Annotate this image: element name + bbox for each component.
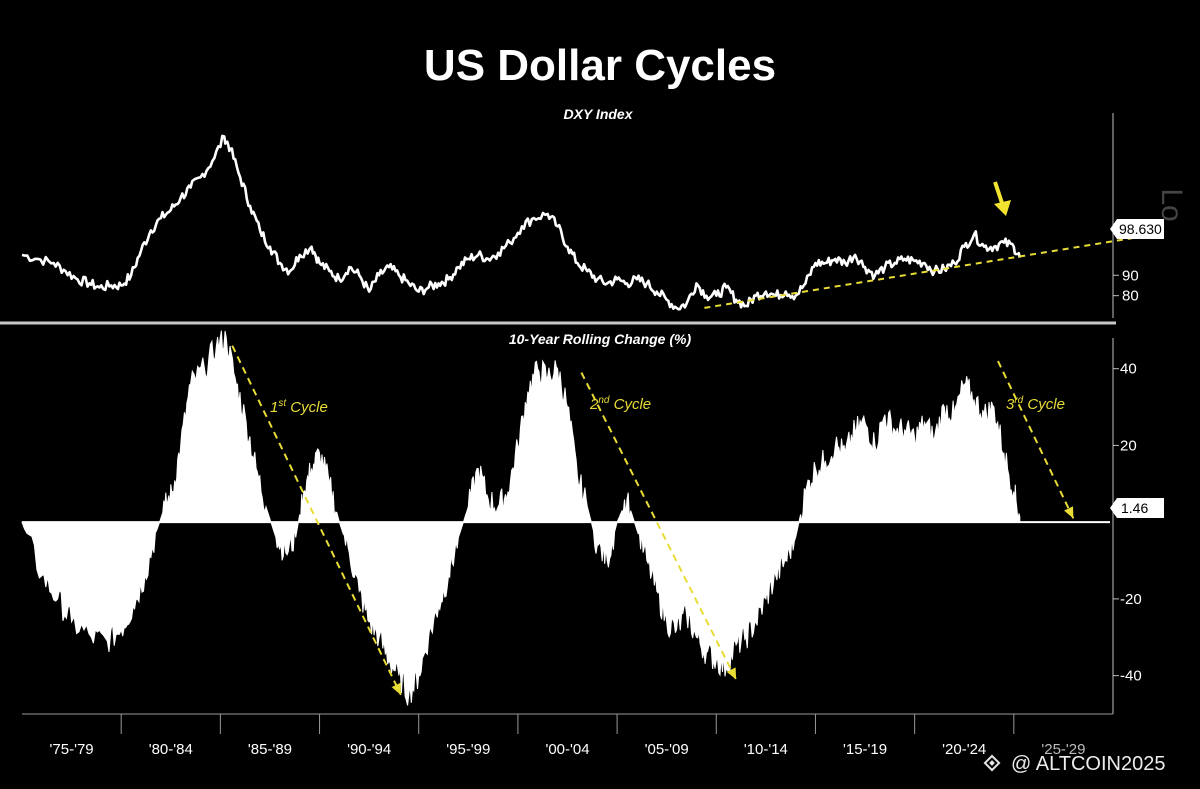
rolling-last-value-marker: 1.46 <box>1110 498 1164 518</box>
rolling-change-panel: 40 20 -20 -40 1st Cycle 2nd Cycle 3rd Cycle… <box>21 330 1164 714</box>
x-axis-label: '15-'19 <box>843 741 887 758</box>
rolling-change-title: 10-Year Rolling Change (%) <box>509 331 692 347</box>
cycle-label-1: 1st Cycle <box>270 398 328 416</box>
rolling-change-area <box>21 330 1021 706</box>
x-axis-label: '90-'94 <box>347 741 391 758</box>
dxy-last-value-marker: 98.630 <box>1110 219 1164 239</box>
x-axis-label: '00-'04 <box>545 741 589 758</box>
x-axis-label: '95-'99 <box>446 741 490 758</box>
x-axis-label: '05-'09 <box>645 741 689 758</box>
x-axis-label: '75-'79 <box>50 741 94 758</box>
rolling-y-tick-label: 40 <box>1120 361 1137 378</box>
watermark-text: @ ALTCOIN2025 <box>1011 753 1165 775</box>
cycle-label-2-sup: nd <box>598 395 610 406</box>
cycle-label-2: 2nd Cycle <box>589 395 651 413</box>
binance-logo-icon <box>983 754 1001 772</box>
watermark: @ ALTCOIN2025 <box>983 753 1165 775</box>
cycle-arrowhead-2 <box>726 667 737 680</box>
chart-title: US Dollar Cycles <box>424 41 776 90</box>
dxy-line <box>21 134 1022 311</box>
cycle-arrowhead-3 <box>1064 506 1074 519</box>
cycle-label-3: 3rd Cycle <box>1006 395 1065 413</box>
cycle-label-1-sup: st <box>278 398 287 409</box>
dxy-last-value-box <box>1110 219 1164 239</box>
cycle-label-2-text: Cycle <box>609 396 651 413</box>
x-axis-label: '80-'84 <box>149 741 193 758</box>
down-arrow-shaft <box>993 181 1004 204</box>
cycle-trend-lines <box>231 345 1075 696</box>
cycle-label-3-number: 3 <box>1006 396 1015 413</box>
rolling-last-value: 1.46 <box>1121 500 1148 516</box>
cycle-label-1-text: Cycle <box>286 399 328 416</box>
down-arrow-icon <box>993 181 1011 216</box>
rolling-last-value-box <box>1110 498 1164 518</box>
cycle-label-2-number: 2 <box>589 396 599 413</box>
cycle-line-2 <box>580 372 738 680</box>
cycle-line-1 <box>231 345 402 696</box>
dxy-y-tick-label: 80 <box>1122 288 1139 305</box>
dxy-y-tick-label: 90 <box>1122 267 1139 284</box>
dxy-subtitle: DXY Index <box>564 106 634 122</box>
cycle-arrowhead-1 <box>391 682 401 695</box>
down-arrow-head <box>994 200 1011 216</box>
x-axis-label: '20-'24 <box>942 741 986 758</box>
rolling-y-tick-label: 20 <box>1120 437 1137 454</box>
cycle-label-3-text: Cycle <box>1023 396 1065 413</box>
dxy-scale-letter: Lo <box>1155 188 1188 221</box>
x-axis: '75-'79 '80-'84 '85-'89 '90-'94 '95-'99 '00-'… <box>50 714 1085 758</box>
cycle-label-3-sup: rd <box>1014 395 1023 406</box>
dxy-last-value: 98.630 <box>1119 221 1162 237</box>
rolling-y-ticks: 40 20 -20 -40 <box>1113 361 1142 685</box>
x-axis-label: '10-'14 <box>744 741 788 758</box>
rolling-y-tick-label: -40 <box>1120 668 1142 685</box>
rolling-y-tick-label: -20 <box>1120 591 1142 608</box>
cycle-label-1-number: 1 <box>270 399 278 416</box>
x-axis-label: '25-'29 <box>1041 741 1085 758</box>
cycle-line-3 <box>997 360 1075 519</box>
x-axis-label: '85-'89 <box>248 741 292 758</box>
